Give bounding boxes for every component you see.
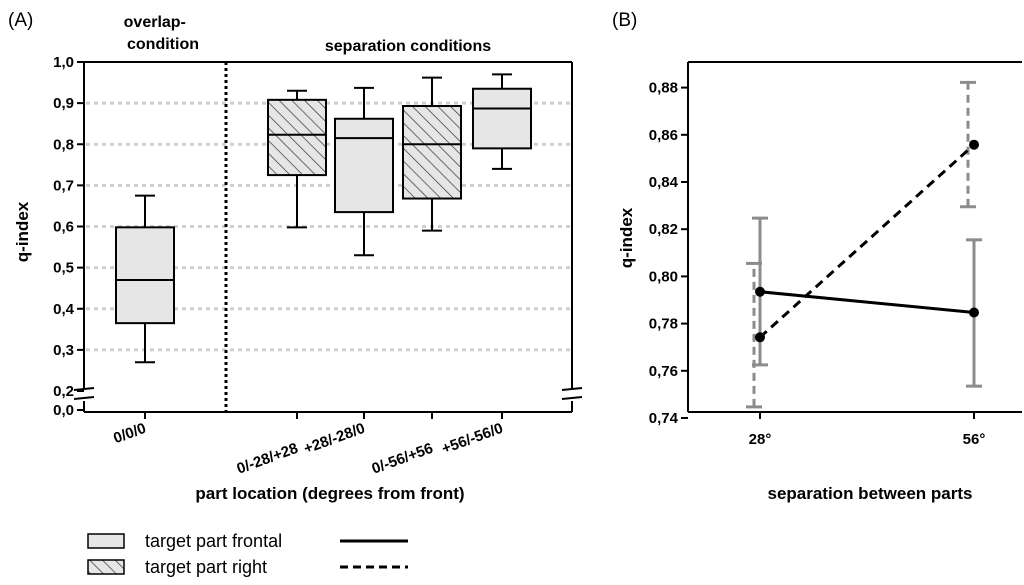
- panel-a-y-tick-label: 0,9: [53, 95, 74, 112]
- panel-a-label: (A): [8, 10, 33, 31]
- panel-a-x-tick-label: 0/-56/+56: [370, 440, 436, 478]
- panel-b-y-ticks: 0,88 0,86 0,84 0,82 0,80 0,78 0,76 0,74: [649, 80, 688, 427]
- panel-b-y-tick-label: 0,74: [649, 410, 679, 427]
- panel-a-y-tick-label: 0,8: [53, 136, 74, 153]
- legend-swatch-right: [87, 559, 125, 575]
- panel-a-y-ticks: 1,0 0,9 0,8 0,7 0,6 0,5 0,4 0,3 0,2 0,0: [53, 54, 84, 419]
- panel-a-x-ticks: 0/0/0 0/-28/+28+28/-28/00/-56/+56+56/-56/…: [111, 412, 505, 478]
- box-body: [334, 117, 394, 214]
- panel-b-x-tick-label: 56°: [963, 431, 986, 448]
- panel-a-y-tick-label: 0,6: [53, 219, 74, 236]
- panel-a-y-tick-label: 0,0: [53, 402, 74, 419]
- panel-a-x-tick-label: 0/0/0: [111, 420, 148, 447]
- box-2: [334, 86, 394, 257]
- legend-label-right: target part right: [145, 557, 267, 577]
- panel-b-y-tick-label: 0,80: [649, 268, 678, 285]
- box-body: [115, 226, 175, 325]
- box-1: [267, 89, 327, 229]
- data-point-right: [755, 332, 765, 343]
- panel-a-y-tick-label: 0,3: [53, 342, 74, 359]
- panel-b-x-ticks: 28° 56°: [749, 412, 986, 448]
- panel-a-axis-break-mark: [73, 396, 95, 400]
- panel-a-y-axis-title: q-index: [13, 201, 32, 262]
- panel-b-y-tick-label: 0,88: [649, 80, 678, 97]
- panel-b: (B) q-index separation between parts 0,8…: [612, 10, 1022, 503]
- legend-label-frontal: target part frontal: [145, 531, 282, 551]
- panel-a-x-tick-label: 0/-28/+28: [235, 440, 301, 478]
- panel-a: (A) overlap- condition separation condit…: [8, 10, 583, 503]
- panel-a-y-tick-label: 0,5: [53, 260, 74, 277]
- panel-a-x-axis-title: part location (degrees from front): [195, 484, 464, 503]
- panel-b-y-tick-label: 0,86: [649, 127, 678, 144]
- panel-b-x-axis-title: separation between parts: [767, 484, 972, 503]
- panel-a-y-tick-label: 0,4: [53, 301, 75, 318]
- box-body: [267, 98, 327, 177]
- overlap-label-line-2: condition: [127, 36, 199, 53]
- panel-b-series: [746, 80, 982, 409]
- panel-a-axis-break-mark: [73, 387, 95, 391]
- panel-a-y-tick-label: 1,0: [53, 54, 74, 71]
- panel-a-y-tick-label: 0,7: [53, 177, 74, 194]
- box-3: [402, 76, 462, 232]
- panel-b-axes: [687, 61, 1022, 413]
- legend-swatch-frontal: [87, 533, 125, 549]
- box-4: [472, 73, 532, 170]
- panel-a-boxes: [115, 73, 532, 364]
- panel-a-x-tick-label: +28/-28/0: [302, 420, 368, 458]
- series-line-right: [758, 143, 976, 339]
- box-body: [472, 87, 532, 150]
- panel-b-y-tick-label: 0,76: [649, 363, 678, 380]
- panel-b-y-axis-title: q-index: [617, 207, 636, 268]
- panel-b-y-tick-label: 0,82: [649, 221, 678, 238]
- panel-a-axis-break-mark: [561, 387, 583, 391]
- series-line-frontal: [759, 290, 975, 315]
- box-0: [115, 194, 175, 364]
- panel-b-y-tick-label: 0,78: [649, 316, 678, 333]
- panel-b-label: (B): [612, 10, 637, 31]
- legend: target part frontal target part right: [87, 531, 408, 577]
- separation-conditions-label: separation conditions: [325, 38, 491, 55]
- panel-a-x-tick-label: +56/-56/0: [440, 420, 506, 458]
- data-point-frontal: [755, 286, 765, 297]
- panel-b-y-tick-label: 0,84: [649, 174, 679, 191]
- panel-b-x-tick-label: 28°: [749, 431, 772, 448]
- overlap-label-line-1: overlap-: [124, 14, 186, 31]
- data-point-frontal: [969, 307, 979, 318]
- panel-a-y-tick-label: 0,2: [53, 383, 74, 400]
- panel-a-axis-break-mark: [561, 396, 583, 400]
- box-body: [402, 105, 462, 200]
- overlap-condition-label: overlap- condition: [124, 14, 199, 53]
- data-point-right: [969, 139, 979, 150]
